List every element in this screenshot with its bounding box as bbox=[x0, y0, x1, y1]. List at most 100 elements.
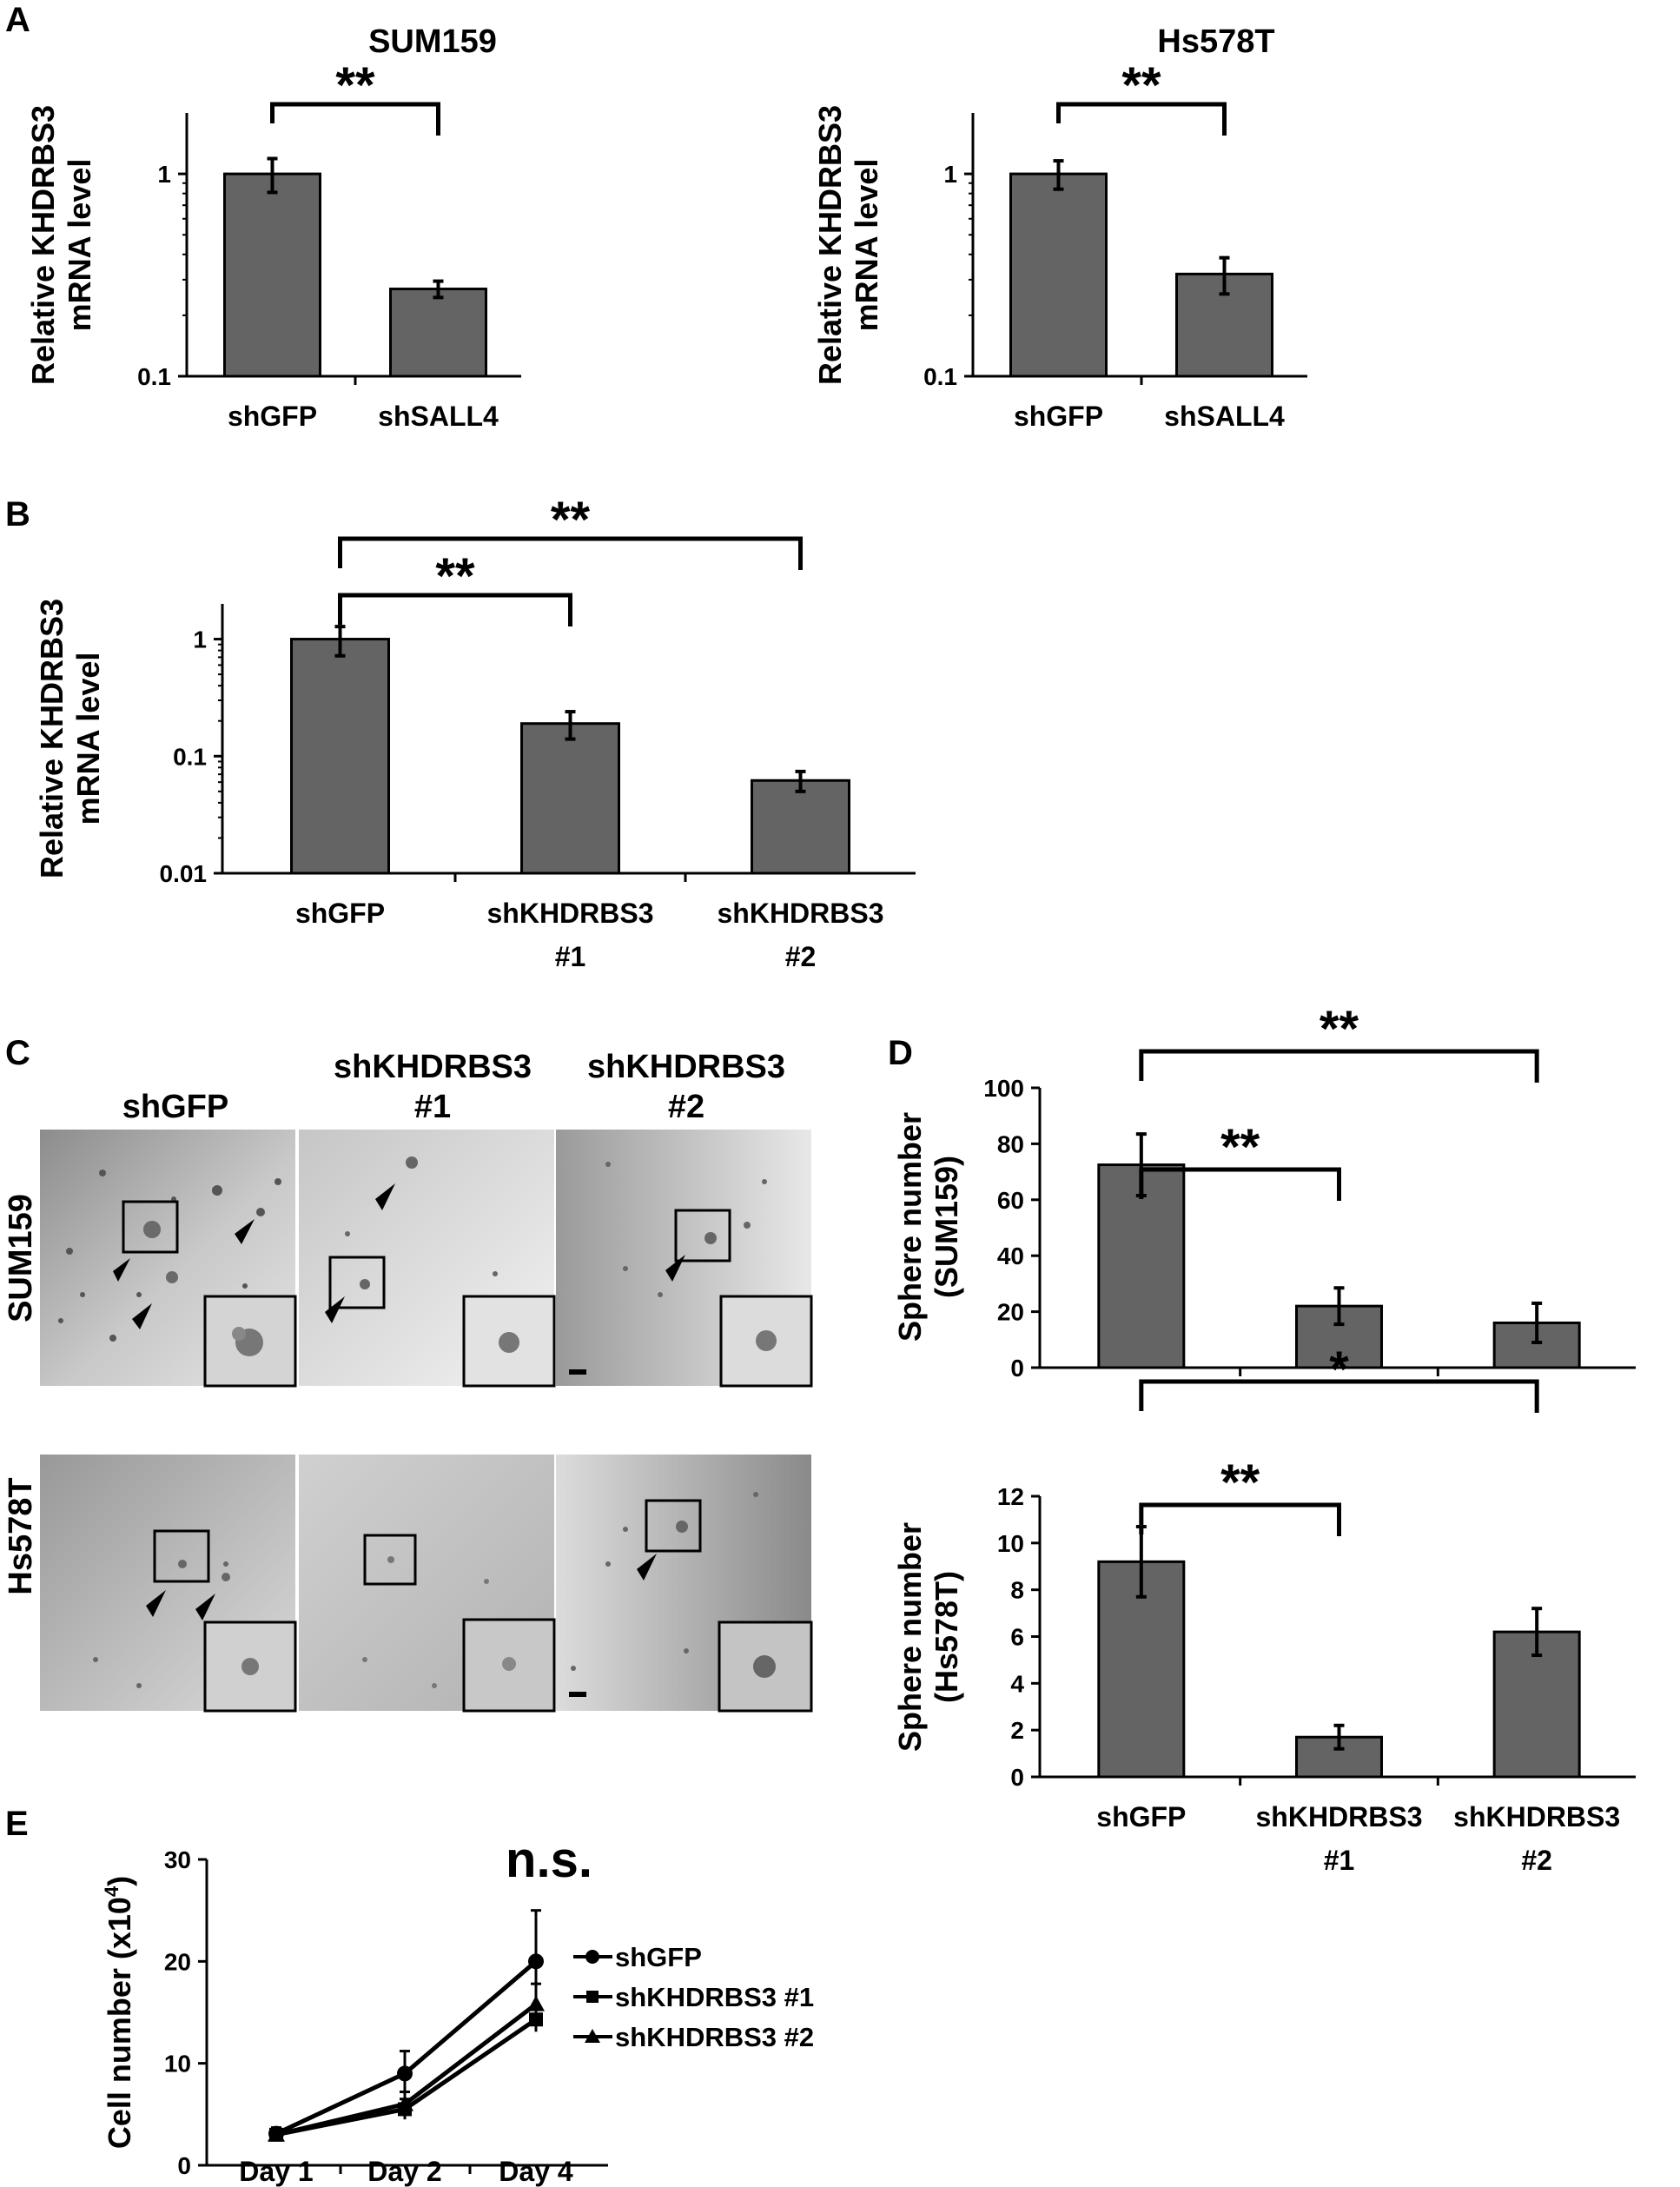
y-axis-label: (Hs578T) bbox=[929, 1571, 964, 1703]
y-axis-label-main: Cell number (x10 bbox=[102, 1897, 137, 2149]
y-tick-label: 10 bbox=[164, 2051, 191, 2078]
y-axis-label: Relative KHDRBS3 bbox=[812, 105, 848, 385]
legend-label: shKHDRBS3 #2 bbox=[615, 2022, 814, 2052]
column-title-shkhdrbs3-2-number: #2 bbox=[668, 1089, 704, 1125]
bar bbox=[751, 779, 850, 875]
chart-d-sum159-spheres: Sphere number (SUM159) 0 20 40 60 80 100 ** ** bbox=[892, 1001, 1636, 1382]
y-tick-label: 40 bbox=[997, 1243, 1024, 1269]
category-label: shSALL4 bbox=[1164, 401, 1285, 432]
panel-letter-d: D bbox=[888, 1034, 913, 1072]
bar bbox=[290, 638, 390, 875]
y-tick-label: 8 bbox=[1010, 1577, 1024, 1604]
chart-a-sum159: SUM159 Relative KHDRBS3 mRNA level 0.1 1 shGF… bbox=[25, 23, 521, 432]
micrograph-hs578t-shkhdrbs3-2 bbox=[556, 1455, 813, 1713]
category-label-line2: #2 bbox=[1521, 1845, 1552, 1876]
y-tick-label: 0 bbox=[177, 2152, 191, 2179]
category-label: shSALL4 bbox=[378, 401, 499, 432]
category-label: shGFP bbox=[228, 401, 317, 432]
column-title-shkhdrbs3-1: shKHDRBS3 bbox=[334, 1049, 532, 1085]
significance-label: ** bbox=[1121, 57, 1161, 114]
y-tick-label: 0.01 bbox=[160, 860, 208, 887]
y-tick-label: 10 bbox=[997, 1530, 1024, 1557]
y-tick-label: 30 bbox=[164, 1846, 191, 1873]
chart-e-cell-growth: Cell number (x104) 0 10 20 30 Day 1 Day 2 Day 4… bbox=[101, 1832, 814, 2187]
y-axis-label: Relative KHDRBS3 bbox=[25, 105, 61, 385]
y-tick-label: 100 bbox=[983, 1075, 1024, 1102]
y-tick-label: 12 bbox=[997, 1483, 1024, 1510]
significance-label: * bbox=[1329, 1342, 1349, 1398]
column-title-shkhdrbs3-2: shKHDRBS3 bbox=[587, 1049, 785, 1085]
y-tick-label: 0 bbox=[1010, 1764, 1024, 1791]
legend-label: shGFP bbox=[615, 1942, 702, 1972]
y-tick-label: 1 bbox=[193, 626, 207, 653]
micrograph-grid: shGFP shKHDRBS3 #1 shKHDRBS3 #2 SUM159 H… bbox=[3, 1049, 813, 1713]
y-tick-label: 1 bbox=[943, 161, 957, 188]
panel-letter-e: E bbox=[5, 1805, 29, 1843]
category-label: shKHDRBS3 bbox=[1453, 1801, 1620, 1832]
chart-a-hs578t: Hs578T Relative KHDRBS3 mRNA level 0.1 1 shGF… bbox=[812, 23, 1307, 432]
significance-label: ** bbox=[435, 548, 475, 605]
y-axis-label: Relative KHDRBS3 bbox=[34, 599, 69, 878]
significance-bracket bbox=[1056, 102, 1227, 136]
y-axis-label: Cell number (x104) bbox=[101, 1876, 137, 2149]
data-point bbox=[396, 2095, 413, 2111]
category-label: shKHDRBS3 bbox=[1255, 1801, 1422, 1832]
chart-title: SUM159 bbox=[368, 23, 497, 60]
row-label-sum159: SUM159 bbox=[3, 1194, 39, 1322]
significance-label: ** bbox=[1220, 1455, 1260, 1511]
y-axis-label: mRNA level bbox=[62, 159, 97, 332]
chart-d-hs578t-spheres: Sphere number (Hs578T) 0 2 4 6 8 10 12 shGFP shKHD… bbox=[892, 1342, 1636, 1876]
x-category-label: Day 4 bbox=[499, 2156, 573, 2187]
category-label: shKHDRBS3 bbox=[486, 898, 653, 929]
bar bbox=[389, 288, 487, 378]
category-label: shKHDRBS3 bbox=[717, 898, 883, 929]
significance-label: ** bbox=[551, 492, 591, 548]
row-label-hs578t: Hs578T bbox=[3, 1477, 39, 1594]
micrograph-sum159-shgfp bbox=[40, 1130, 297, 1388]
significance-label: ** bbox=[1320, 1001, 1359, 1057]
y-tick-label: 1 bbox=[157, 161, 171, 188]
y-axis-label-superscript: 4 bbox=[101, 1885, 122, 1897]
category-label: shGFP bbox=[1096, 1801, 1186, 1832]
significance-label: ** bbox=[335, 57, 375, 114]
y-tick-label: 0.1 bbox=[137, 363, 171, 390]
significance-bracket bbox=[270, 102, 440, 136]
y-tick-label: 4 bbox=[1010, 1670, 1024, 1697]
y-tick-label: 0.1 bbox=[923, 363, 957, 390]
significance-bracket bbox=[1139, 1167, 1341, 1201]
legend-marker bbox=[586, 1991, 599, 2003]
legend-marker bbox=[585, 2029, 600, 2043]
panel-letter-a: A bbox=[5, 1, 30, 39]
data-point bbox=[528, 1953, 544, 1970]
y-tick-label: 80 bbox=[997, 1130, 1024, 1157]
category-label: shGFP bbox=[295, 898, 385, 929]
data-point bbox=[397, 2065, 413, 2082]
y-tick-label: 6 bbox=[1010, 1624, 1024, 1651]
bar bbox=[1009, 172, 1108, 378]
panel-letter-c: C bbox=[5, 1034, 30, 1072]
category-label-line2: #1 bbox=[555, 941, 586, 972]
significance-bracket bbox=[1139, 1379, 1539, 1413]
significance-bracket bbox=[338, 536, 803, 570]
y-tick-label: 0 bbox=[1010, 1355, 1024, 1382]
y-tick-label: 20 bbox=[164, 1948, 191, 1975]
significance-bracket bbox=[1139, 1502, 1341, 1536]
column-title-shkhdrbs3-1-number: #1 bbox=[414, 1089, 451, 1125]
y-tick-label: 20 bbox=[997, 1299, 1024, 1326]
data-point bbox=[268, 2125, 285, 2142]
y-axis-label-end: ) bbox=[102, 1876, 137, 1886]
significance-bracket bbox=[1139, 1049, 1539, 1083]
y-tick-label: 0.1 bbox=[173, 743, 207, 770]
micrograph-sum159-shkhdrbs3-2 bbox=[556, 1130, 813, 1388]
micrograph-hs578t-shgfp bbox=[40, 1455, 297, 1713]
column-title-shgfp: shGFP bbox=[122, 1089, 228, 1125]
category-label-line2: #2 bbox=[785, 941, 817, 972]
y-axis-label: mRNA level bbox=[70, 653, 106, 825]
micrograph-hs578t-shkhdrbs3-1 bbox=[299, 1455, 556, 1713]
y-axis-label: mRNA level bbox=[849, 159, 884, 332]
chart-title: Hs578T bbox=[1157, 23, 1274, 60]
y-axis-label: Sphere number bbox=[892, 1112, 928, 1342]
x-category-label: Day 1 bbox=[239, 2156, 313, 2187]
y-axis-label: Sphere number bbox=[892, 1522, 928, 1752]
